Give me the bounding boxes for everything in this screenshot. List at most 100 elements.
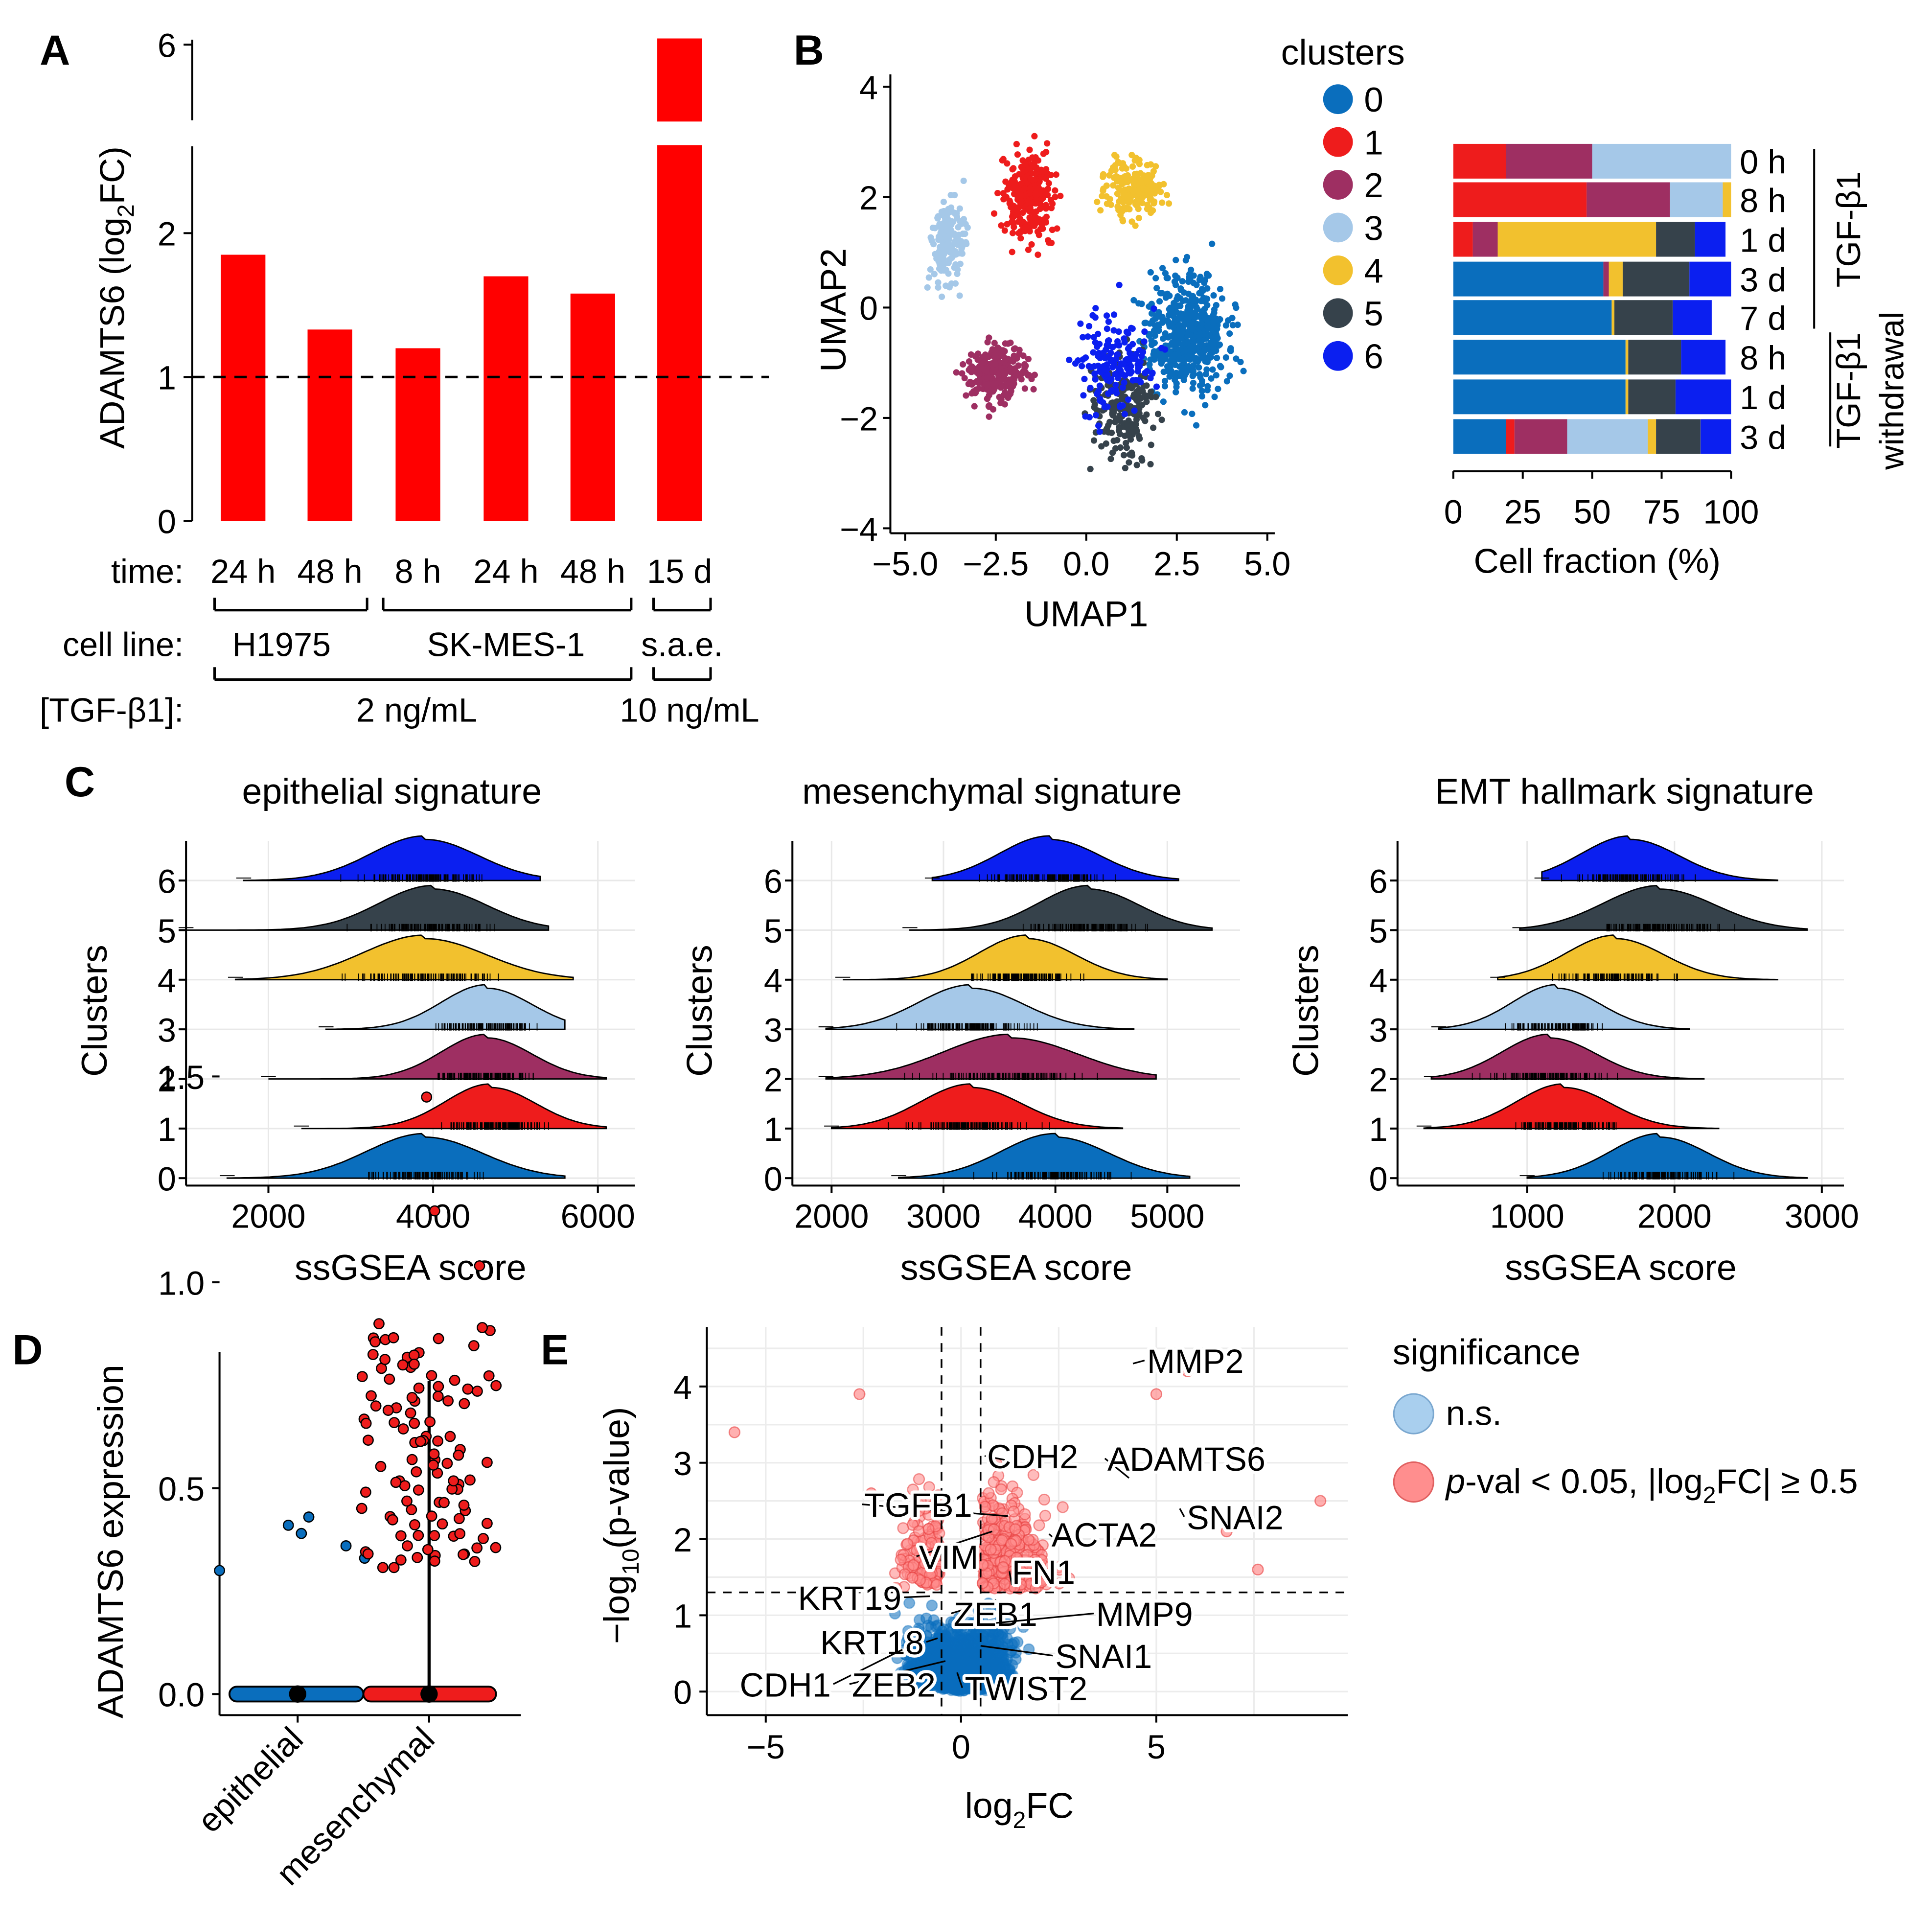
umap-point [1133, 462, 1140, 468]
ns-point [1012, 1636, 1024, 1648]
significant-point [988, 1523, 1000, 1536]
umap-point [1211, 306, 1218, 313]
umap-point [1080, 334, 1086, 341]
ns-point [970, 1672, 983, 1685]
stacked-bar-segment [1614, 300, 1673, 335]
umap-point [1189, 368, 1196, 375]
umap-point [1159, 265, 1166, 272]
umap-point [1173, 309, 1180, 316]
ns-point [909, 1669, 921, 1682]
ns-point [959, 1638, 971, 1650]
umap-point [1159, 358, 1166, 365]
umap-point [976, 370, 983, 378]
umap-point [1177, 286, 1184, 294]
umap-point [1009, 249, 1015, 255]
x-tick-label: 75 [1643, 493, 1680, 531]
umap-point [1010, 185, 1016, 192]
y-tick-label: 5 [764, 913, 782, 950]
mesenchymal-point [483, 1370, 495, 1382]
mesenchymal-point [382, 1405, 394, 1416]
umap-point [992, 361, 999, 368]
mesenchymal-point [438, 1497, 450, 1508]
umap-point [1173, 296, 1180, 303]
umap-point [1190, 339, 1197, 346]
ridge-cluster-6 [1541, 835, 1778, 881]
umap-point [1087, 385, 1094, 392]
stacked-bar-segment [1453, 261, 1604, 297]
mesenchymal-point [408, 1349, 420, 1361]
umap-point [1223, 378, 1230, 385]
bar-upper-segment [657, 38, 702, 122]
umap-point [1160, 335, 1167, 342]
ns-point [1010, 1653, 1022, 1666]
umap-point [996, 377, 1003, 384]
umap-point [1027, 175, 1034, 182]
y-tick-label: 4 [673, 1369, 692, 1406]
mesenchymal-point [388, 1562, 400, 1574]
row-label-cell-line: cell line: [63, 626, 184, 663]
umap-point [1127, 324, 1135, 331]
umap-point [1103, 440, 1109, 447]
umap-point [1124, 355, 1131, 363]
umap-point [1184, 339, 1191, 346]
umap-point [984, 395, 991, 402]
umap-point [1100, 185, 1107, 192]
umap-point [1026, 146, 1033, 153]
umap-point [1151, 340, 1158, 347]
legend-swatch-6 [1323, 341, 1353, 371]
y-axis-label: ADAMTS6 expression [90, 1365, 131, 1718]
mesenchymal-point [373, 1318, 385, 1330]
umap-point [1042, 219, 1050, 226]
umap-point [1079, 363, 1085, 370]
umap-point [1147, 269, 1154, 276]
umap-point [1006, 197, 1013, 204]
umap-point [972, 390, 979, 396]
umap-point [1122, 464, 1128, 471]
epithelial-point [340, 1540, 352, 1551]
umap-point [1182, 257, 1189, 264]
umap-point [1165, 312, 1173, 319]
umap-point [1140, 185, 1147, 192]
umap-point [1026, 225, 1033, 232]
umap-point [1187, 332, 1194, 339]
umap-point [1189, 385, 1196, 392]
ridge-cluster-3 [1438, 984, 1690, 1030]
y-tick-label: 1 [1369, 1111, 1387, 1148]
umap-point [1082, 354, 1089, 361]
umap-point [1226, 372, 1233, 379]
umap-point [1130, 181, 1137, 188]
umap-point [931, 271, 938, 278]
umap-point [1035, 251, 1041, 258]
umap-point [1181, 409, 1188, 416]
ridge-cluster-4 [843, 934, 1168, 981]
mesenchymal-point [389, 1417, 400, 1429]
umap-point [1128, 152, 1135, 159]
umap-point [986, 402, 992, 409]
mesenchymal-point [362, 1548, 374, 1560]
umap-point [1092, 376, 1099, 383]
umap-point [1112, 381, 1119, 389]
umap-point [1160, 398, 1167, 405]
umap-point [1026, 215, 1034, 222]
gene-label-tgfb1: TGFB1 [864, 1487, 972, 1524]
umap-point [974, 356, 981, 363]
umap-point [1179, 278, 1186, 285]
mesenchymal-point [422, 1544, 434, 1555]
mesenchymal-point [397, 1423, 409, 1435]
ns-point [931, 1647, 943, 1660]
time-label: 48 h [298, 553, 363, 590]
y-tick-label: 0 [673, 1674, 692, 1712]
panel-e: E 0 1 2 3 4 −5 0 5 log2FC −log10(p-value) MMP2 CDH2 A… [541, 1326, 1858, 1833]
panel-label: B [794, 27, 824, 74]
rug-cluster-6 [1561, 874, 1696, 882]
y-tick-label: 0.0 [158, 1677, 205, 1714]
umap-point [1204, 387, 1211, 393]
stacked-bar-segment [1625, 379, 1629, 415]
umap-point [1129, 377, 1136, 384]
umap-point [1136, 161, 1143, 167]
umap-point [1080, 392, 1087, 399]
mesenchymal-point [377, 1562, 389, 1574]
y-tick-label: 5 [158, 913, 176, 950]
stacked-bar-segment [1453, 379, 1626, 415]
umap-point [1198, 388, 1205, 394]
